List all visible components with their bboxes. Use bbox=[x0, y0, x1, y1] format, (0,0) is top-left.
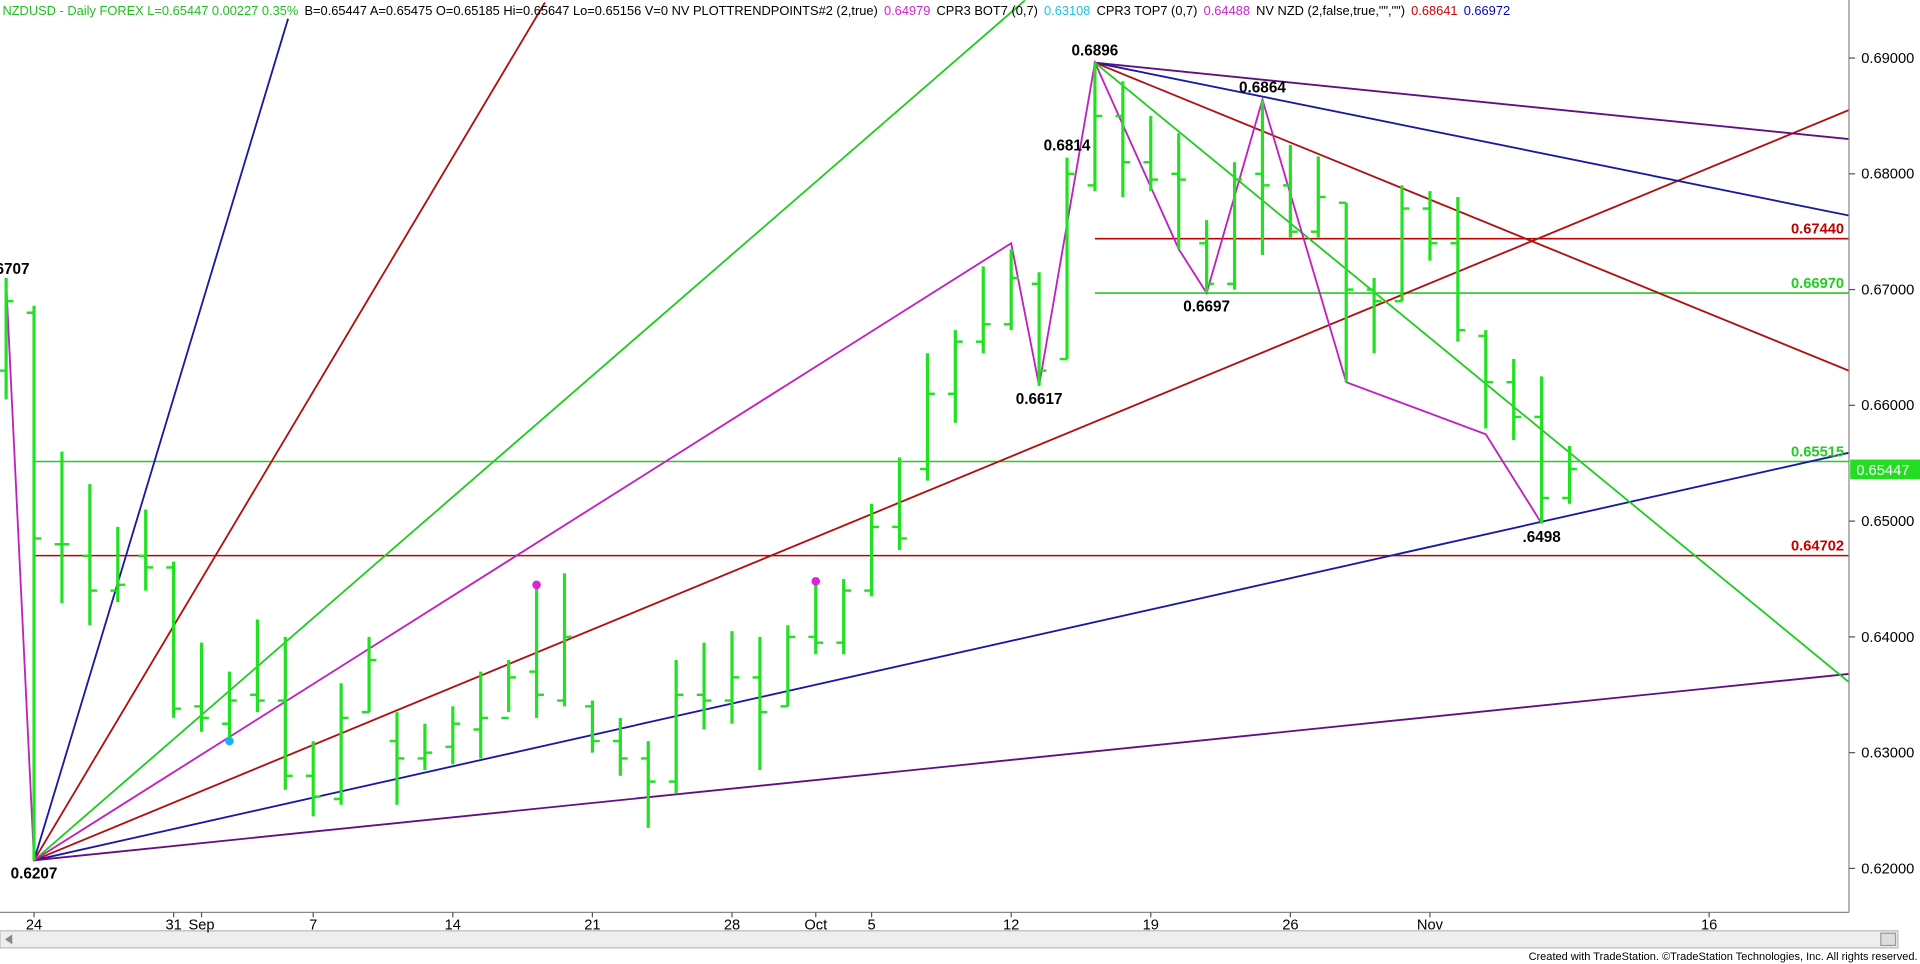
header: NZDUSD - Daily FOREX L=0.65447 0.00227 0… bbox=[2, 3, 1510, 18]
trend-line bbox=[1094, 61, 1849, 372]
header-segment: CPR3 BOT7 (0,7) bbox=[937, 3, 1038, 18]
scroll-thumb[interactable] bbox=[1880, 932, 1897, 947]
annotation: 0.6617 bbox=[1016, 391, 1063, 408]
header-segment: CPR3 TOP7 (0,7) bbox=[1097, 3, 1198, 18]
x-tick-label: 26 bbox=[1282, 918, 1298, 934]
trend-line bbox=[1094, 61, 1849, 683]
x-tick-label: 5 bbox=[868, 918, 876, 934]
y-tick-label: 0.64000 bbox=[1861, 630, 1914, 646]
header-segment: 0.68641 bbox=[1411, 3, 1457, 18]
trend-line bbox=[33, 2, 546, 861]
y-tick-label: 0.63000 bbox=[1861, 746, 1914, 762]
level-label: 0.66970 bbox=[1791, 276, 1844, 292]
trend-line bbox=[1094, 61, 1849, 140]
marker-dot bbox=[811, 577, 821, 586]
trend-line bbox=[33, 451, 1849, 862]
x-tick-label: 24 bbox=[26, 918, 42, 934]
annotation: 0.6814 bbox=[1044, 137, 1091, 154]
header-segment: 0.64488 bbox=[1204, 3, 1250, 18]
trend-line bbox=[33, 673, 1849, 862]
x-tick-label: Oct bbox=[804, 918, 827, 934]
x-tick-label: 19 bbox=[1143, 918, 1159, 934]
footer: Created with TradeStation. ©TradeStation… bbox=[1529, 951, 1918, 963]
scrollbar[interactable] bbox=[0, 930, 1899, 949]
y-tick-label: 0.66000 bbox=[1861, 398, 1914, 414]
level-label: 0.64702 bbox=[1791, 539, 1844, 555]
trend-line bbox=[33, 0, 1026, 862]
trend-line bbox=[33, 18, 289, 861]
header-segment: 0.63108 bbox=[1044, 3, 1090, 18]
y-tick-label: 0.69000 bbox=[1861, 51, 1914, 67]
marker-dot bbox=[532, 580, 541, 590]
header-segment: 0.64979 bbox=[884, 3, 930, 18]
marker-dot bbox=[225, 736, 234, 746]
scroll-left[interactable] bbox=[4, 934, 13, 945]
header-segment: NV NZD (2,false,true,"","") bbox=[1256, 3, 1405, 18]
last-price-label: 0.65447 bbox=[1856, 463, 1909, 479]
annotation: 0.6697 bbox=[1183, 298, 1230, 315]
y-tick-label: 0.65000 bbox=[1861, 514, 1914, 530]
x-tick-label: 31 bbox=[165, 918, 181, 934]
level-label: 0.65515 bbox=[1791, 445, 1844, 461]
x-tick-label: 21 bbox=[584, 918, 600, 934]
trend-line bbox=[33, 109, 1849, 862]
plot-area bbox=[0, 0, 1849, 862]
header-segment: NZDUSD - Daily FOREX L=0.65447 0.00227 0… bbox=[2, 3, 298, 18]
header-segment: 0.66972 bbox=[1464, 3, 1510, 18]
annotation: .6498 bbox=[1522, 529, 1561, 546]
level-label: 0.67440 bbox=[1791, 222, 1844, 238]
trend-line bbox=[1094, 61, 1849, 217]
x-tick-label: 16 bbox=[1701, 918, 1717, 934]
x-tick-label: Sep bbox=[188, 918, 214, 934]
x-tick-label: 12 bbox=[1003, 918, 1019, 934]
header-segment: B=0.65447 A=0.65475 O=0.65185 Hi=0.65647… bbox=[304, 3, 877, 18]
y-tick-label: 0.68000 bbox=[1861, 167, 1914, 183]
x-tick-label: Nov bbox=[1417, 918, 1444, 934]
annotation: 0.6707 bbox=[0, 261, 30, 278]
x-tick-label: 28 bbox=[724, 918, 740, 934]
annotation: 0.6864 bbox=[1239, 79, 1286, 96]
y-tick-label: 0.67000 bbox=[1861, 282, 1914, 298]
annotation: 0.6896 bbox=[1072, 42, 1119, 59]
x-tick-label: 7 bbox=[309, 918, 317, 934]
annotation: 0.6207 bbox=[11, 866, 58, 883]
last-price-box bbox=[1850, 459, 1920, 480]
x-tick-label: 14 bbox=[445, 918, 461, 934]
y-tick-label: 0.62000 bbox=[1861, 861, 1914, 877]
